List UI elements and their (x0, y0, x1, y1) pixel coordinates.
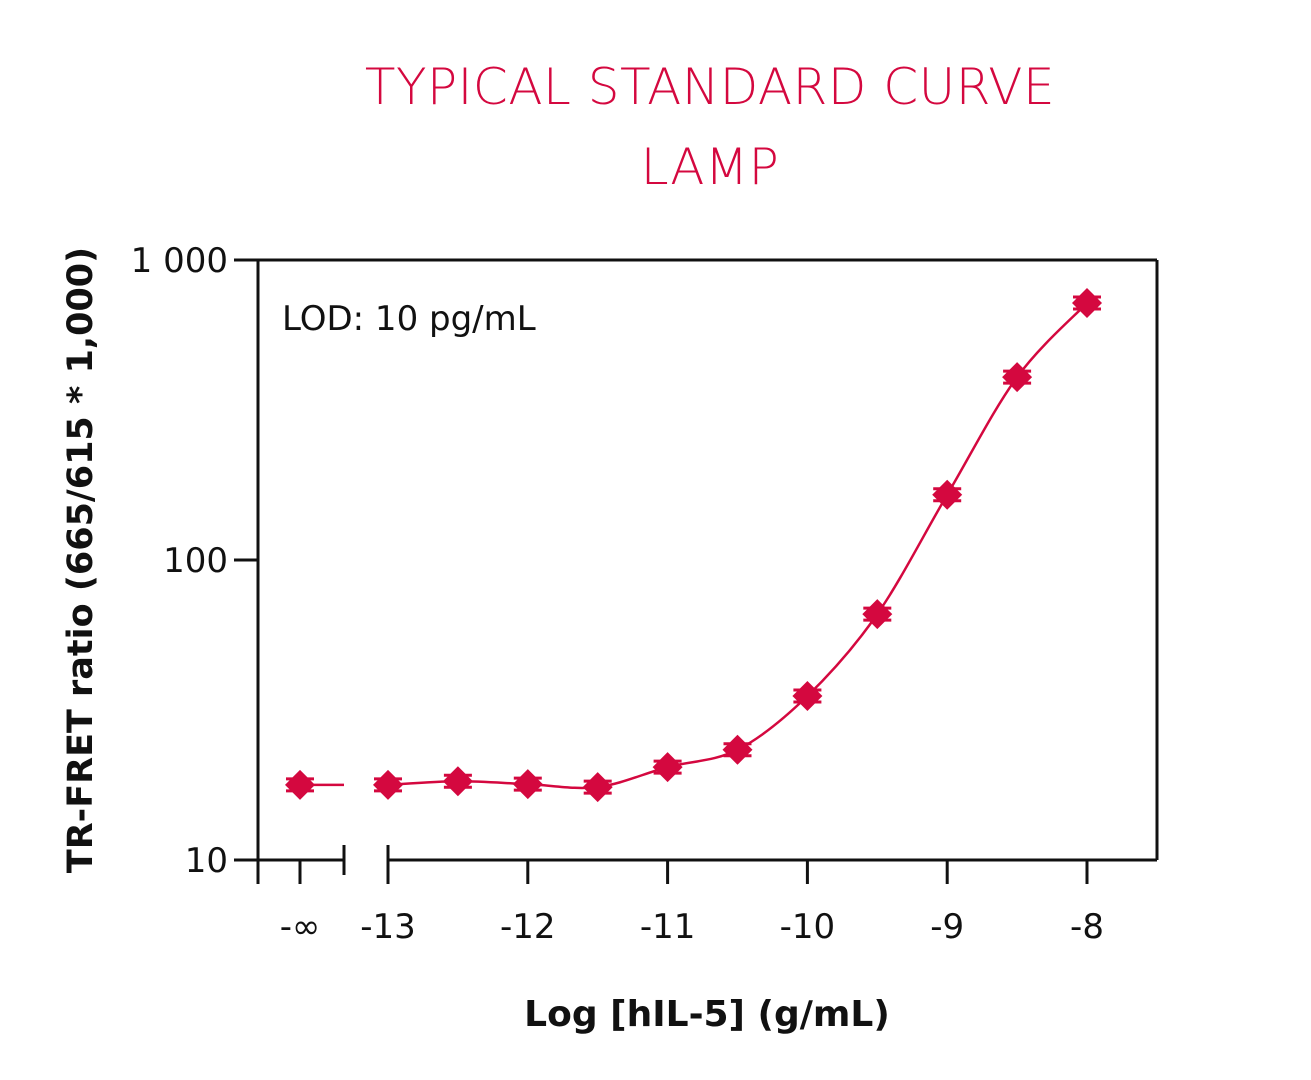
x-tick-label: -∞ (280, 907, 321, 947)
data-point (1002, 362, 1033, 393)
data-point (582, 772, 613, 803)
x-tick-label: -12 (500, 907, 556, 947)
x-tick-label: -11 (640, 907, 696, 947)
data-point (1072, 287, 1102, 318)
data-point (792, 681, 823, 712)
y-axis-label: TR-FRET ratio (665/615 * 1,000) (61, 247, 101, 873)
data-point (932, 479, 963, 510)
x-axis-label: Log [hIL-5] (g/mL) (524, 994, 890, 1035)
x-tick-label: -10 (780, 907, 836, 947)
data-point (652, 752, 683, 783)
lod-annotation: LOD: 10 pg/mL (282, 299, 536, 339)
y-tick-label: 1 000 (131, 241, 228, 281)
data-point (512, 769, 543, 800)
x-tick-label: -13 (360, 907, 416, 947)
data-point (285, 769, 315, 800)
chart-title: TYPICAL STANDARD CURVE (364, 58, 1056, 116)
axes (234, 258, 1159, 884)
data-point (442, 766, 473, 797)
x-tick-label: -9 (930, 907, 964, 947)
y-tick-label: 100 (163, 541, 228, 581)
data-point (862, 599, 893, 630)
data-point (373, 769, 403, 800)
x-tick-label: -8 (1070, 907, 1104, 947)
fitted-curve (387, 302, 1088, 790)
chart-subtitle: LAMP (640, 138, 780, 196)
y-tick-label: 10 (185, 841, 228, 881)
data-point (722, 734, 753, 765)
